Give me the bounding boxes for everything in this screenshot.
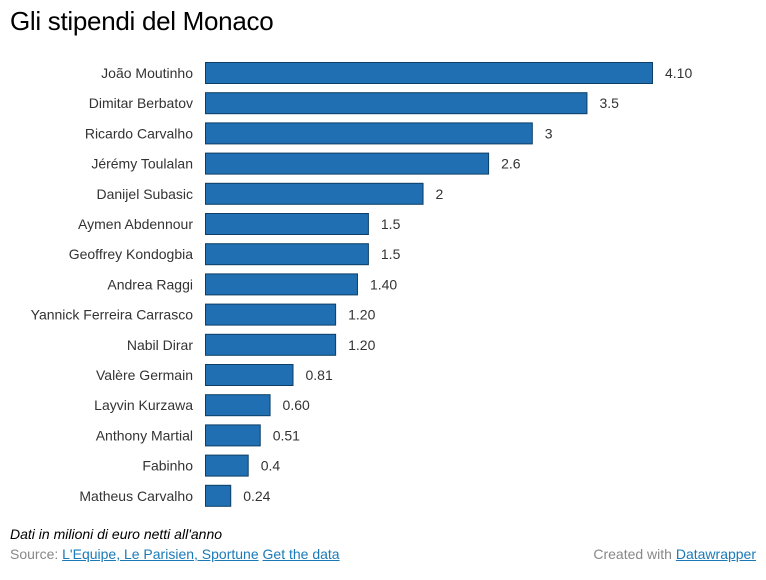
value-label: 1.5 (381, 216, 401, 232)
category-label: Dimitar Berbatov (89, 95, 193, 111)
category-label: Danijel Subasic (97, 186, 194, 202)
category-label: Fabinho (142, 458, 193, 474)
bar (205, 213, 369, 235)
bar (205, 364, 294, 386)
bar (205, 303, 337, 326)
value-label: 1.20 (348, 307, 375, 323)
value-label: 3 (545, 125, 553, 141)
bar (205, 182, 424, 205)
bar (205, 454, 249, 477)
bar (205, 333, 337, 356)
value-label: 0.4 (261, 458, 281, 474)
source-label: Source: (10, 546, 59, 562)
bar (205, 243, 369, 266)
value-label: 1.20 (348, 337, 375, 353)
bar (205, 424, 261, 447)
bar (205, 394, 271, 417)
category-label: João Moutinho (101, 65, 193, 81)
created-with-label: Created with (593, 546, 672, 562)
chart-title: Gli stipendi del Monaco (10, 6, 274, 36)
category-label: Nabil Dirar (127, 337, 193, 353)
value-label: 2 (436, 186, 444, 202)
bar (205, 92, 588, 115)
category-label: Aymen Abdennour (78, 216, 193, 232)
category-label: Valère Germain (96, 367, 193, 383)
category-label: Layvin Kurzawa (94, 397, 193, 413)
category-label: Jérémy Toulalan (91, 156, 193, 172)
value-label: 0.24 (243, 488, 270, 504)
bar (205, 122, 533, 145)
value-label: 0.81 (306, 367, 333, 383)
bar-chart: João Moutinho 4.10 Dimitar Berbatov 3.5 Rica… (31, 62, 692, 507)
value-label: 3.5 (599, 95, 619, 111)
value-label: 4.10 (665, 65, 692, 81)
category-label: Anthony Martial (96, 427, 193, 443)
bar (205, 273, 358, 296)
value-label: 0.60 (283, 397, 310, 413)
value-label: 0.51 (273, 427, 300, 443)
credit: Created with Datawrapper (593, 546, 756, 562)
category-label: Ricardo Carvalho (85, 125, 193, 141)
value-label: 1.5 (381, 246, 401, 262)
datawrapper-link[interactable]: Datawrapper (675, 546, 756, 562)
category-label: Yannick Ferreira Carrasco (31, 307, 194, 323)
chart-notes: Dati in milioni di euro netti all'anno (10, 526, 223, 542)
source-link[interactable]: L'Equipe, Le Parisien, Sportune (62, 546, 259, 562)
value-label: 2.6 (501, 156, 521, 172)
category-label: Matheus Carvalho (79, 488, 193, 504)
bar (205, 152, 490, 175)
category-label: Andrea Raggi (107, 276, 193, 292)
bar (205, 62, 653, 84)
chart-footer: Source: L'Equipe, Le Parisien, Sportune … (10, 546, 756, 562)
value-label: 1.40 (370, 276, 397, 292)
bar (205, 484, 232, 507)
category-label: Geoffrey Kondogbia (69, 246, 193, 262)
get-data-link[interactable]: Get the data (262, 546, 340, 562)
